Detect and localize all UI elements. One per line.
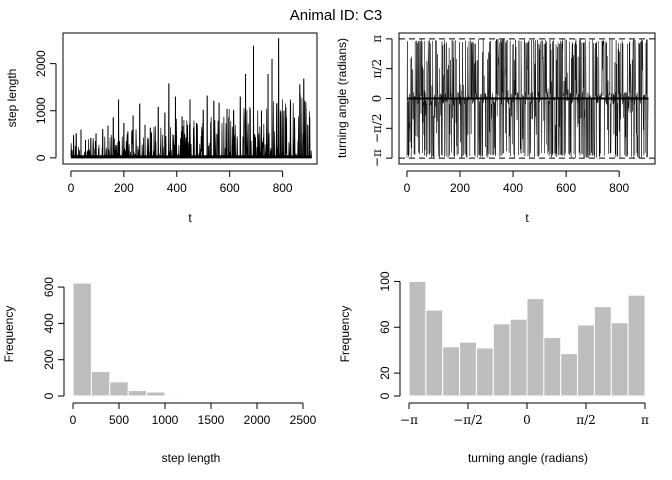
histogram-bar: [610, 322, 629, 397]
x-tick-label: 0: [68, 181, 75, 195]
x-axis-label: turning angle (radians): [468, 451, 588, 465]
histogram-bar: [577, 324, 595, 397]
histogram-bar: [72, 282, 92, 397]
histogram-bar: [90, 370, 111, 397]
histogram-bar: [475, 347, 494, 397]
step-length-histogram-panel: 0 500 1000 1500 2000 2500 0 200 400 600 step len…: [2, 277, 317, 465]
step-length-series-panel: 0 200 400 600 800 0 1000 2000 t step length: [5, 32, 318, 225]
y-axis-label: Frequency: [338, 306, 352, 363]
y-tick-label: 20: [378, 366, 392, 380]
histogram-bar: [164, 394, 184, 397]
y-tick-label: 200: [42, 349, 56, 369]
x-tick-label: π/2: [576, 413, 596, 427]
y-axis-label: Frequency: [2, 306, 16, 363]
x-tick-label: 2000: [244, 413, 271, 427]
histogram-bar: [492, 323, 511, 397]
y-tick-label: 2000: [34, 50, 48, 77]
turning-angle-series-panel: 0 200 400 600 800 −π −π/2 0 π/2 π t turning angl…: [335, 32, 656, 225]
histogram-bar: [425, 309, 444, 397]
x-tick-label: 800: [273, 181, 293, 195]
x-tick-label: 800: [609, 181, 629, 195]
y-tick-label: 1000: [34, 97, 48, 124]
figure-title: Animal ID: C3: [290, 7, 383, 24]
histogram-bar: [526, 298, 545, 397]
x-axis-label: step length: [162, 451, 221, 465]
x-tick-label: π: [641, 413, 649, 427]
x-tick-label: 500: [109, 413, 129, 427]
histogram-bar: [127, 390, 148, 397]
histogram-bar: [146, 391, 166, 397]
turning-angle-series-line: [406, 38, 649, 159]
plot-frame: [398, 32, 656, 165]
histogram-bar: [509, 318, 528, 397]
y-tick-label: 600: [42, 277, 56, 297]
y-tick-label: 400: [42, 313, 56, 333]
y-axis-label: turning angle (radians): [335, 38, 349, 158]
y-tick-label: −π: [370, 149, 384, 167]
x-tick-label: 0: [70, 413, 77, 427]
y-tick-label: 0: [34, 154, 48, 161]
x-tick-label: 200: [450, 181, 470, 195]
y-tick-label: 60: [378, 320, 392, 334]
x-tick-label: 0: [404, 181, 411, 195]
x-axis-label: t: [525, 211, 529, 225]
histogram-bar: [109, 381, 129, 397]
histogram-bar: [182, 394, 203, 397]
x-tick-label: 600: [220, 181, 240, 195]
y-tick-label: 100: [378, 271, 392, 291]
x-tick-label: 600: [556, 181, 576, 195]
x-tick-label: 200: [114, 181, 134, 195]
histogram-bar: [459, 341, 477, 397]
y-tick-label: π: [370, 35, 384, 43]
x-tick-label: 1500: [198, 413, 225, 427]
histogram-bar: [627, 294, 646, 397]
y-axis-label: step length: [5, 69, 19, 128]
x-axis-label: t: [188, 211, 192, 225]
y-tick-label: 0: [370, 95, 384, 103]
histogram-bar: [593, 306, 612, 397]
y-tick-label: 0: [378, 392, 392, 399]
y-tick-label: −π/2: [370, 114, 384, 144]
x-tick-label: 1000: [152, 413, 179, 427]
x-tick-label: 400: [167, 181, 187, 195]
histogram-bar: [442, 346, 461, 397]
y-tick-label: 0: [42, 392, 56, 399]
x-tick-label: 2500: [290, 413, 317, 427]
histogram-bar: [408, 280, 427, 397]
histogram-bar: [560, 353, 579, 397]
turning-angle-histogram-panel: −π −π/2 0 π/2 π 0 20 60 100 turning angle (radi…: [338, 271, 649, 465]
x-tick-label: −π: [400, 413, 418, 427]
plot-frame: [62, 32, 318, 165]
x-tick-label: 400: [503, 181, 523, 195]
histogram-bar: [543, 337, 562, 397]
x-tick-label: 0: [523, 413, 531, 427]
y-tick-label: π/2: [370, 59, 384, 79]
step-length-series-line: [70, 38, 312, 160]
x-tick-label: −π/2: [453, 413, 483, 427]
